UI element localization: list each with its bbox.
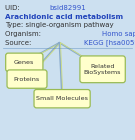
Text: Homo sapiens: Homo sapiens bbox=[102, 31, 135, 37]
Text: Arachidonic acid metabolism: Arachidonic acid metabolism bbox=[5, 14, 124, 20]
Text: KEGG [hsa00590]: KEGG [hsa00590] bbox=[84, 40, 135, 46]
FancyBboxPatch shape bbox=[6, 53, 43, 71]
Text: Related
BioSystems: Related BioSystems bbox=[84, 64, 121, 75]
FancyBboxPatch shape bbox=[80, 56, 125, 83]
Text: Small Molecules: Small Molecules bbox=[36, 96, 88, 101]
Text: bsid82991: bsid82991 bbox=[49, 5, 86, 11]
Text: Source:: Source: bbox=[5, 40, 36, 46]
Text: Organism:: Organism: bbox=[5, 31, 46, 37]
FancyBboxPatch shape bbox=[7, 70, 47, 88]
Text: Genes: Genes bbox=[14, 60, 34, 65]
Text: Proteins: Proteins bbox=[14, 77, 40, 82]
Text: UID:: UID: bbox=[5, 5, 22, 11]
FancyBboxPatch shape bbox=[34, 90, 90, 108]
Text: Type: single-organism pathway: Type: single-organism pathway bbox=[5, 22, 114, 28]
